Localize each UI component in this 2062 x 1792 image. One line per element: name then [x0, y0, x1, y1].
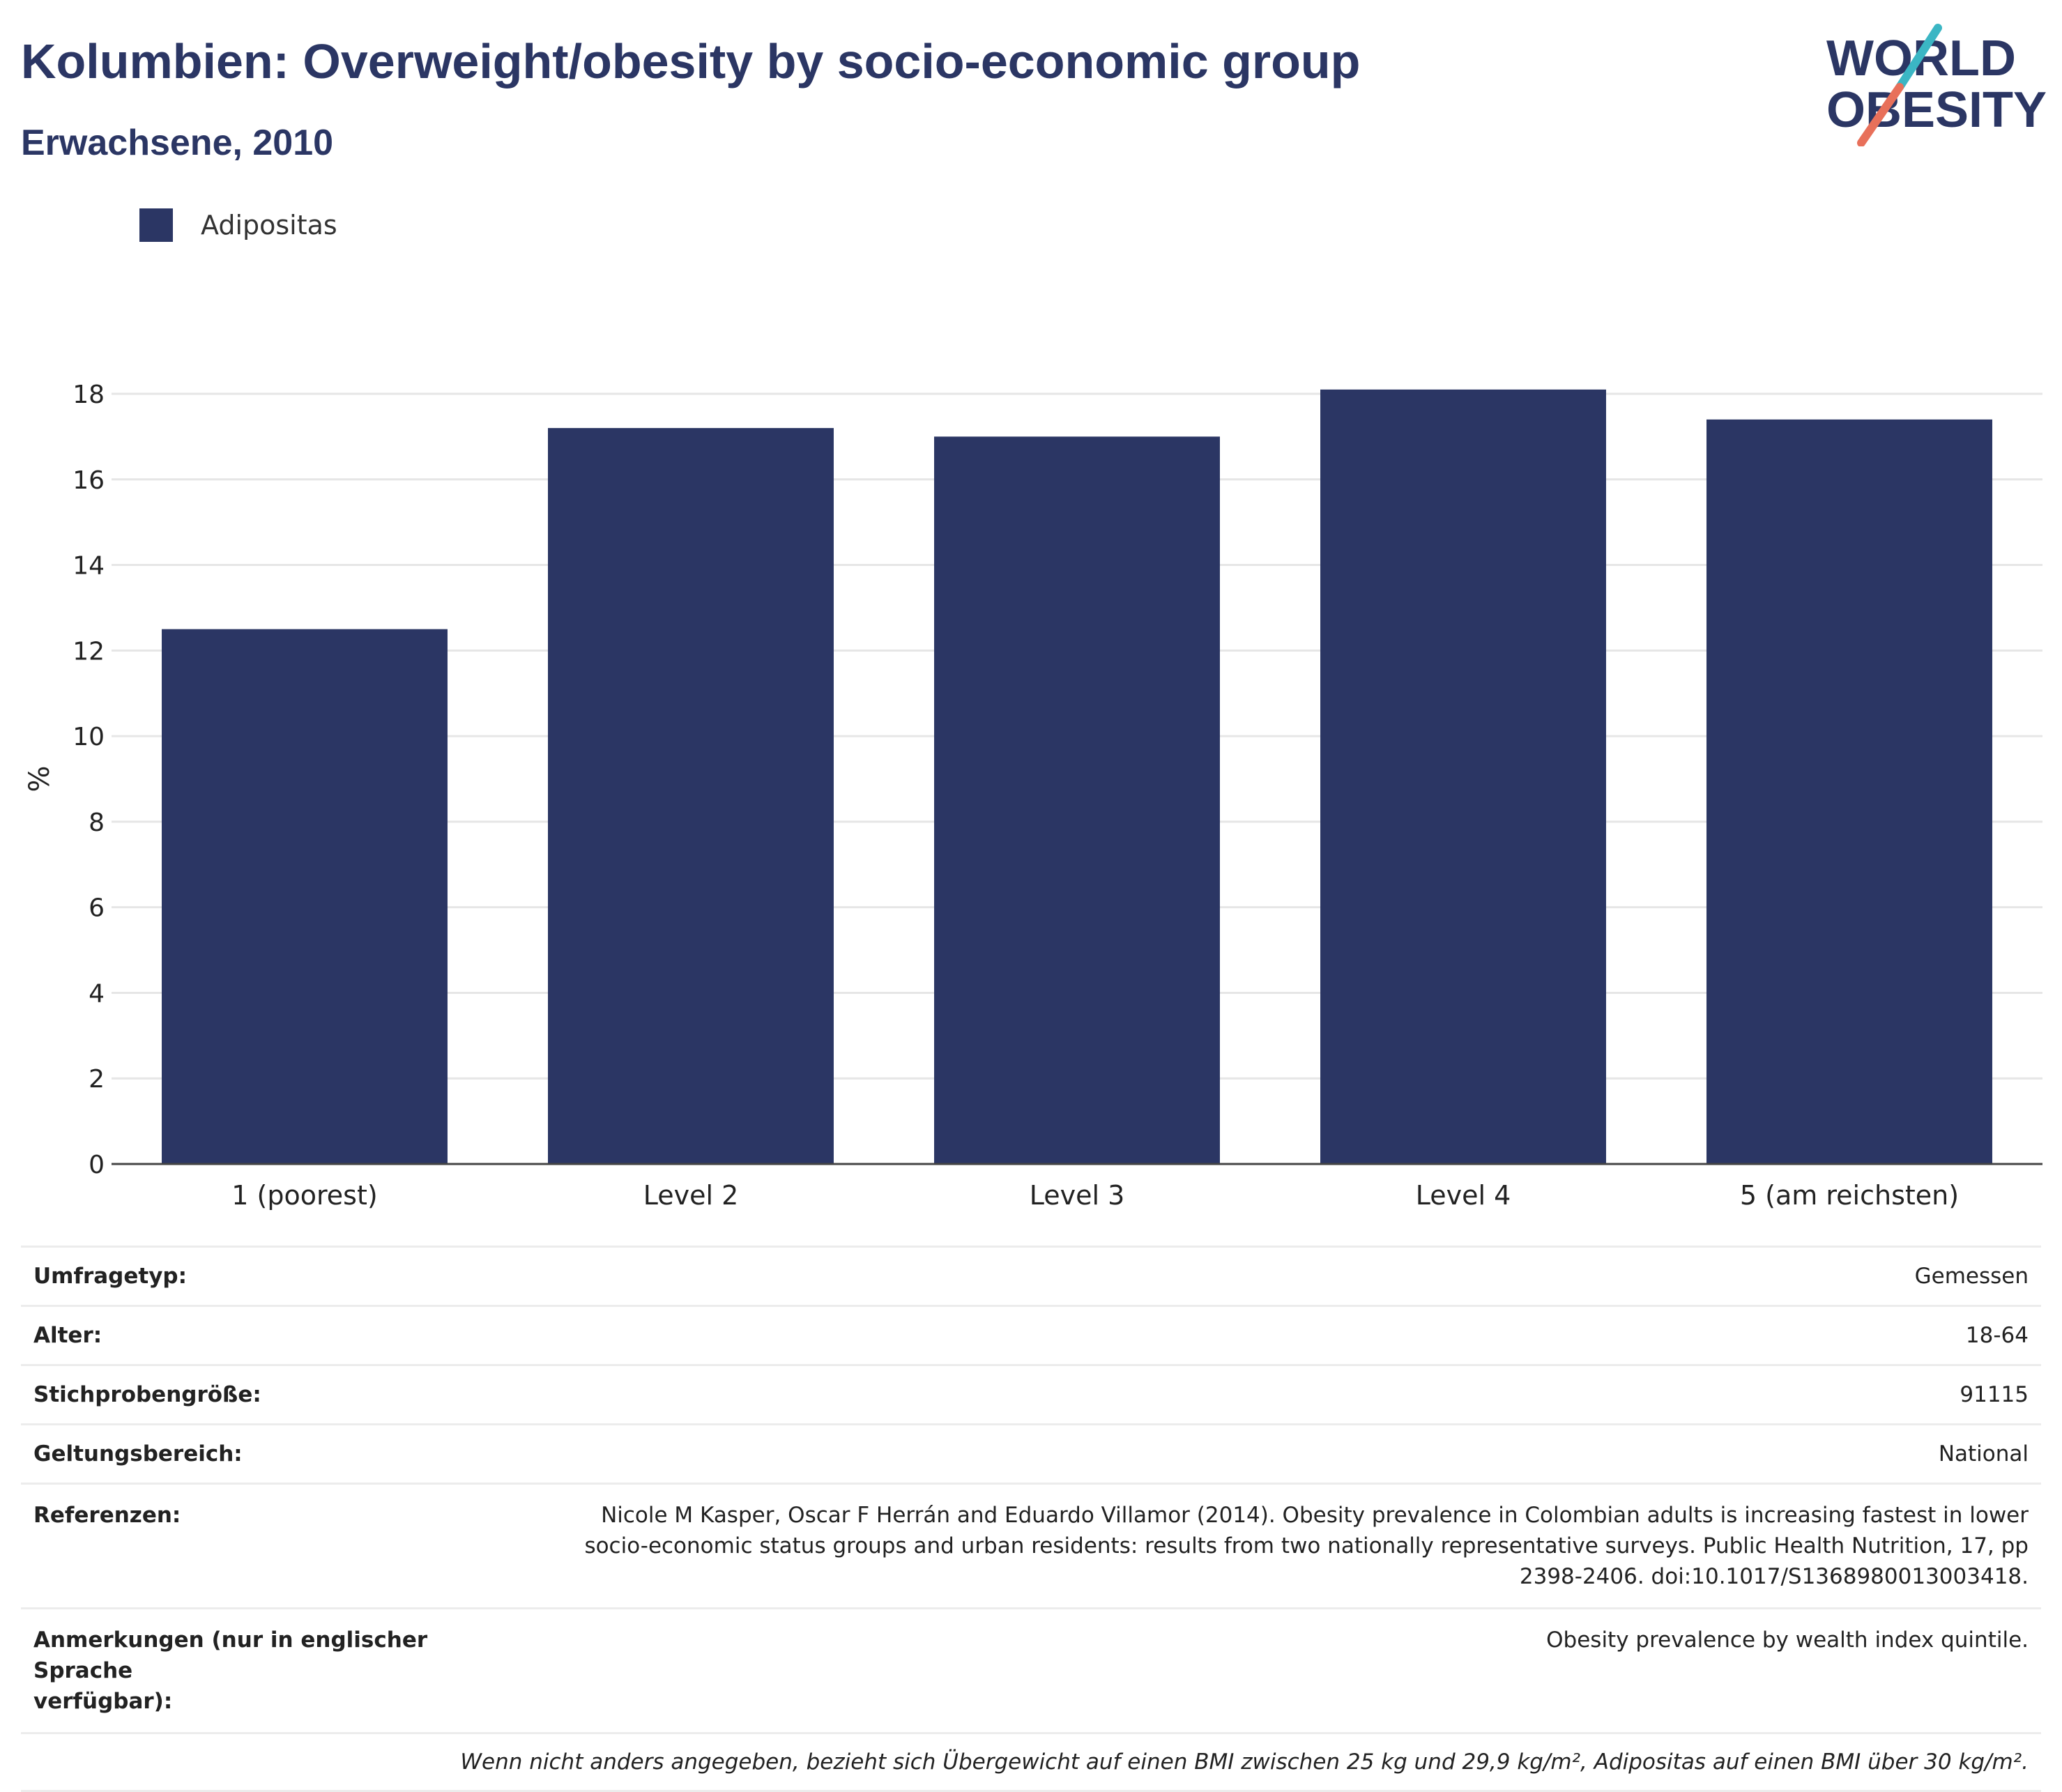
chart-title: Kolumbien: Overweight/obesity by socio-e… [21, 34, 1361, 89]
x-tick-label: Level 4 [1416, 1180, 1511, 1211]
info-row-label: Geltungsbereich: [33, 1441, 243, 1466]
y-tick-label: 8 [89, 809, 105, 837]
y-tick-label: 10 [72, 723, 105, 751]
info-row: Stichprobengröße: 91115 [21, 1365, 2041, 1425]
notes-label: Anmerkungen (nur in englischer Sprache v… [33, 1628, 428, 1714]
chart-subtitle: Erwachsene, 2010 [21, 123, 334, 163]
x-tick-label: 1 (poorest) [231, 1180, 377, 1211]
info-row: Umfragetyp: Gemessen [21, 1246, 2041, 1306]
y-tick-label: 12 [72, 637, 105, 666]
footnote: Wenn nicht anders angegeben, bezieht sic… [460, 1749, 2029, 1775]
x-tick-label: 5 (am reichsten) [1740, 1180, 1959, 1211]
world-obesity-logo: WORLD OBESITY [1812, 21, 2049, 147]
y-tick-label: 6 [89, 894, 105, 923]
references-row: Referenzen: Nicole M Kasper, Oscar F Her… [21, 1483, 2041, 1609]
y-tick-label: 0 [89, 1151, 105, 1179]
info-row: Alter: 18-64 [21, 1305, 2041, 1365]
references-line: socio-economic status groups and urban r… [584, 1533, 2029, 1559]
references-line: 2398-2406. doi:10.1017/S1368980013003418… [1519, 1564, 2029, 1589]
y-tick-label: 2 [89, 1065, 105, 1094]
y-tick-label: 16 [72, 466, 105, 495]
bar [1706, 419, 1992, 1165]
chart-legend[interactable]: Adipositas [139, 208, 337, 243]
footnote-row: Wenn nicht anders angegeben, bezieht sic… [21, 1733, 2041, 1791]
bar-chart: 0 2 4 6 8 10 12 14 16 18% 1 (poorest) Level 2 Level … [24, 381, 2042, 1211]
references-line: Nicole M Kasper, Oscar F Herrán and Edua… [601, 1503, 2029, 1528]
info-row-label: Alter: [33, 1323, 102, 1348]
svg-text:OBESITY: OBESITY [1826, 82, 2047, 138]
bar [162, 629, 448, 1164]
info-row-label: Umfragetyp: [33, 1264, 187, 1289]
legend-label: Adipositas [201, 210, 337, 240]
notes-row: Anmerkungen (nur in englischer Sprache v… [21, 1608, 2041, 1733]
info-row-value: Gemessen [1914, 1264, 2029, 1289]
y-tick-label: 14 [72, 552, 105, 581]
x-tick-label: Level 3 [1030, 1180, 1125, 1211]
y-axis-label: % [24, 765, 56, 792]
x-tick-label: Level 2 [643, 1180, 739, 1211]
info-row-value: 91115 [1960, 1382, 2029, 1407]
bar [548, 428, 834, 1164]
references-value: Nicole M Kasper, Oscar F Herrán and Edua… [520, 1484, 2041, 1609]
info-row-label: Stichprobengröße: [33, 1382, 261, 1407]
info-row-value: National [1938, 1441, 2029, 1466]
info-row: Geltungsbereich: National [21, 1424, 2041, 1484]
y-tick-label: 18 [72, 381, 105, 409]
notes-value: Obesity prevalence by wealth index quint… [1546, 1628, 2029, 1653]
y-tick-label: 4 [89, 979, 105, 1008]
bar [1320, 389, 1606, 1164]
bar [934, 436, 1220, 1164]
legend-swatch [139, 208, 173, 242]
info-table: Umfragetyp: Gemessen Alter: 18-64 Stichprobe… [21, 1246, 2041, 1792]
info-row-value: 18-64 [1965, 1323, 2029, 1348]
references-label: Referenzen: [33, 1503, 181, 1528]
